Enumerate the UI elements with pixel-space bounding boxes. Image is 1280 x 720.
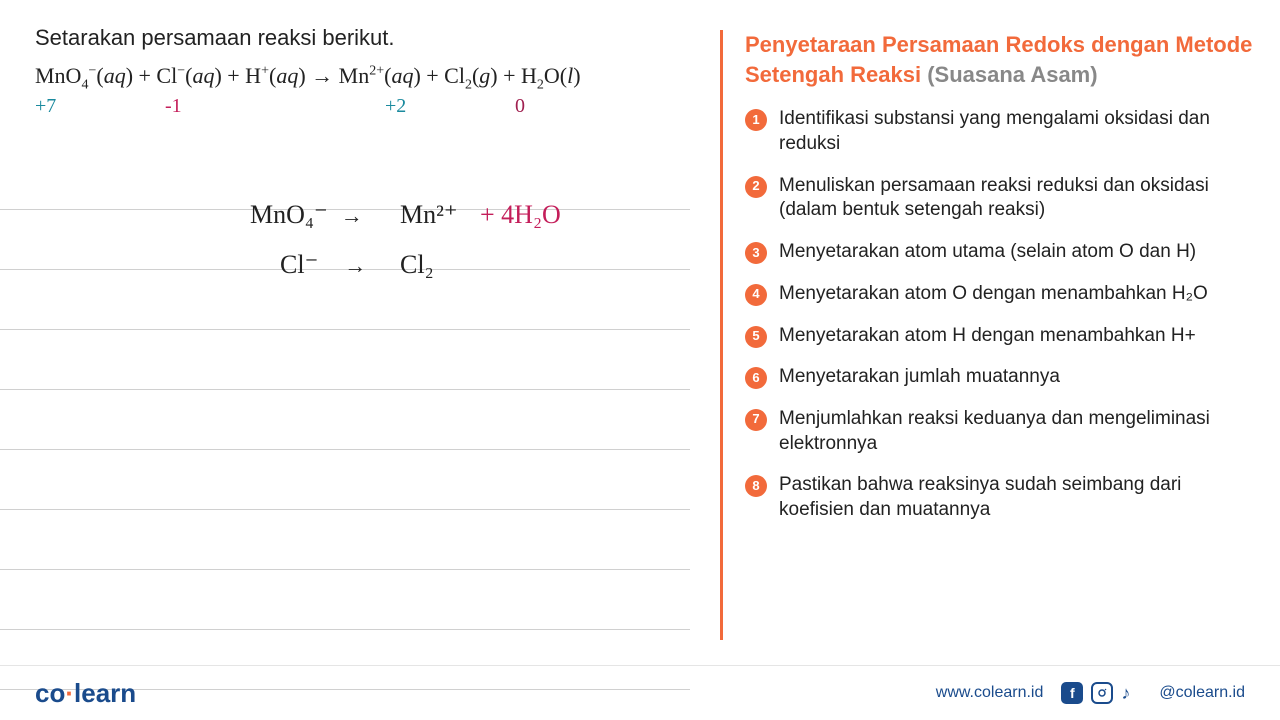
step-text: Identifikasi substansi yang mengalami ok… [779, 107, 1255, 156]
sidebar-title: Penyetaraan Persamaan Redoks dengan Meto… [745, 30, 1255, 89]
step-item: 5 Menyetarakan atom H dengan menambahkan … [745, 324, 1255, 349]
footer-right: www.colearn.id f ♪ @colearn.id [936, 682, 1245, 704]
step-text: Menyetarakan jumlah muatannya [779, 365, 1060, 390]
step-number: 2 [745, 176, 767, 198]
arrow-icon: → [341, 203, 363, 228]
ruled-lines [0, 150, 700, 690]
oxidation-state-3: +2 [385, 95, 515, 118]
step-number: 1 [745, 109, 767, 131]
half-reaction-1-product: Mn²⁺ [400, 200, 458, 230]
step-list: 1 Identifikasi substansi yang mengalami o… [745, 107, 1255, 522]
title-subtitle: (Suasana Asam) [927, 62, 1097, 87]
step-number: 7 [745, 409, 767, 431]
step-item: 4 Menyetarakan atom O dengan menambahkan … [745, 282, 1255, 307]
step-number: 5 [745, 326, 767, 348]
ruled-line [0, 450, 690, 510]
step-number: 8 [745, 475, 767, 497]
logo-dot: · [65, 678, 74, 708]
step-item: 1 Identifikasi substansi yang mengalami o… [745, 107, 1255, 156]
ruled-line [0, 330, 690, 390]
footer: co·learn www.colearn.id f ♪ @colearn.id [0, 665, 1280, 720]
oxidation-state-1: +7 [35, 95, 165, 118]
ruled-line [0, 390, 690, 450]
hw-text: MnO₄⁻ [250, 200, 328, 229]
oxidation-state-4: 0 [515, 95, 525, 118]
step-item: 3 Menyetarakan atom utama (selain atom O … [745, 240, 1255, 265]
step-text: Menyetarakan atom O dengan menambahkan H… [779, 282, 1208, 307]
step-number: 6 [745, 367, 767, 389]
step-text: Menuliskan persamaan reaksi reduksi dan … [779, 174, 1255, 223]
step-number: 4 [745, 284, 767, 306]
logo-pre: co [35, 678, 65, 708]
ruled-line [0, 570, 690, 630]
facebook-icon: f [1061, 682, 1083, 704]
brand-logo: co·learn [35, 678, 136, 709]
tiktok-icon: ♪ [1121, 683, 1141, 703]
half-reaction-1-balance: + 4H₂O [480, 200, 561, 230]
step-text: Menyetarakan atom utama (selain atom O d… [779, 240, 1196, 265]
step-item: 2 Menuliskan persamaan reaksi reduksi dan… [745, 174, 1255, 223]
step-text: Pastikan bahwa reaksinya sudah seimbang … [779, 473, 1255, 522]
logo-post: learn [74, 678, 136, 708]
hw-text: Cl⁻ [280, 250, 318, 279]
social-icons: f ♪ [1061, 682, 1141, 704]
half-reaction-2-reactant: Cl⁻ → [280, 250, 366, 280]
step-item: 7 Menjumlahkan reaksi keduanya dan mengel… [745, 407, 1255, 456]
worksheet-area: Setarakan persamaan reaksi berikut. MnO4… [0, 0, 700, 650]
instagram-icon [1091, 682, 1113, 704]
method-sidebar: Penyetaraan Persamaan Redoks dengan Meto… [720, 30, 1255, 640]
footer-url: www.colearn.id [936, 684, 1044, 702]
oxidation-state-2: -1 [165, 95, 385, 118]
ruled-line [0, 510, 690, 570]
half-reaction-1-reactant: MnO₄⁻ → [250, 200, 363, 230]
arrow-icon: → [344, 253, 366, 278]
step-number: 3 [745, 242, 767, 264]
step-text: Menyetarakan atom H dengan menambahkan H… [779, 324, 1196, 349]
half-reaction-2-product: Cl₂ [400, 250, 434, 280]
step-text: Menjumlahkan reaksi keduanya dan mengeli… [779, 407, 1255, 456]
oxidation-states: +7 -1 +2 0 [35, 95, 700, 118]
chemical-equation: MnO4−(aq) + Cl−(aq) + H+(aq) → Mn2+(aq) … [35, 63, 700, 93]
step-item: 8 Pastikan bahwa reaksinya sudah seimbang… [745, 473, 1255, 522]
social-handle: @colearn.id [1159, 684, 1245, 702]
prompt-text: Setarakan persamaan reaksi berikut. [35, 25, 700, 51]
step-item: 6 Menyetarakan jumlah muatannya [745, 365, 1255, 390]
